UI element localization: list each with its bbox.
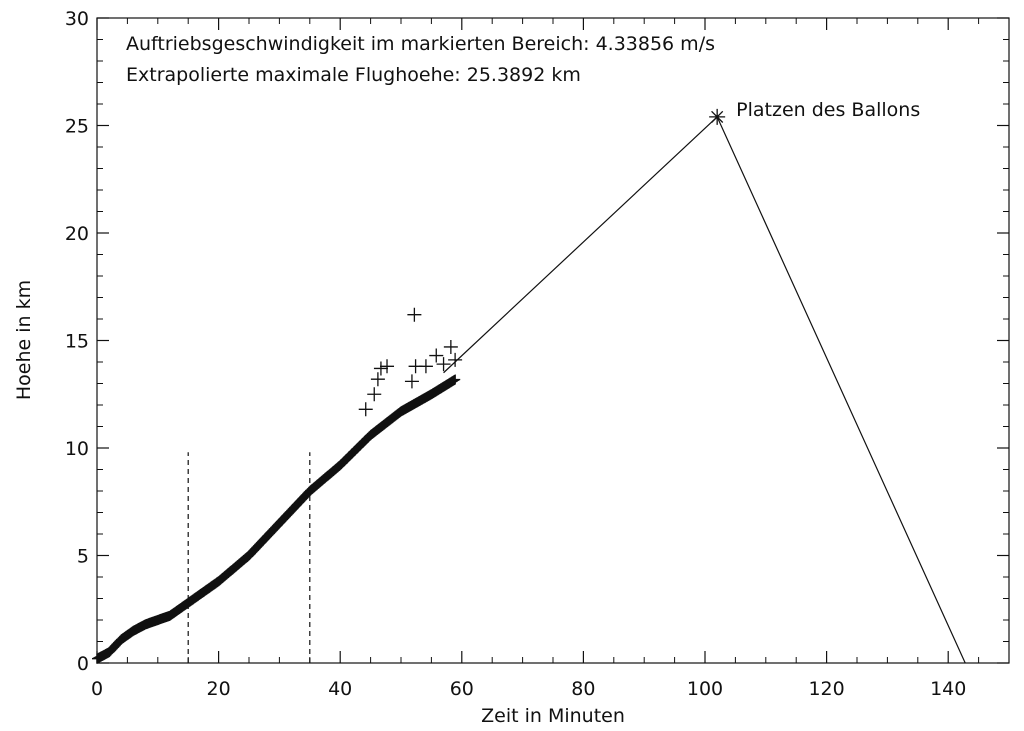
outlier-point [370,372,385,387]
outlier-point [380,359,395,374]
y-tick-label: 30 [65,8,89,30]
y-axis-label: Hoehe in km [13,280,35,400]
outlier-point [404,374,419,389]
x-tick-label: 80 [571,678,595,700]
y-tick-label: 25 [65,116,89,138]
x-tick-label: 40 [328,678,352,700]
outlier-point [443,339,458,354]
annotation-ascent-speed: Auftriebsgeschwindigkeit im markierten B… [126,33,715,55]
outlier-point [436,357,451,372]
x-tick-label: 60 [450,678,474,700]
y-tick-label: 10 [65,438,89,460]
data-points [92,374,461,664]
x-tick-label: 120 [808,678,844,700]
x-tick-label: 0 [91,678,103,700]
axis-ticks [96,17,1010,664]
extrapolation-line [443,115,966,664]
outlier-point [448,352,463,367]
burst-label: Platzen des Ballons [736,99,920,121]
outlier-points [358,307,463,417]
x-axis-label: Zeit in Minuten [481,705,625,727]
x-tick-labels: 0 20 40 60 80 100 120 140 [91,678,966,700]
outlier-point [358,402,373,417]
outlier-point [367,387,382,402]
y-tick-label: 5 [77,546,89,568]
x-tick-label: 140 [930,678,966,700]
y-tick-label: 0 [77,653,89,675]
y-tick-label: 15 [65,331,89,353]
annotation-max-altitude: Extrapolierte maximale Flughoehe: 25.389… [126,64,581,86]
x-tick-label: 100 [687,678,723,700]
burst-marker [709,108,726,125]
outlier-point [418,359,433,374]
data-point [450,374,461,385]
y-tick-label: 20 [65,223,89,245]
outlier-point [429,348,444,363]
outlier-point [407,307,422,322]
x-tick-label: 20 [207,678,231,700]
outlier-point [373,361,388,376]
y-tick-labels: 0 5 10 15 20 25 30 [65,8,89,675]
burst-asterisk-icon [709,108,726,125]
